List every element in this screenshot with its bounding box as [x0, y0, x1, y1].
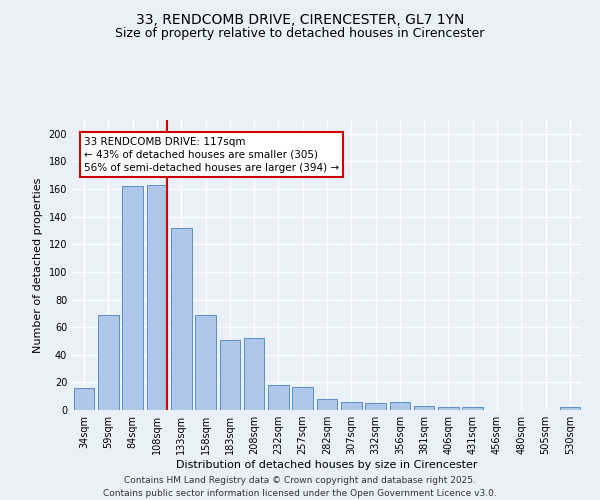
Text: 33 RENDCOMB DRIVE: 117sqm
← 43% of detached houses are smaller (305)
56% of semi: 33 RENDCOMB DRIVE: 117sqm ← 43% of detac… [84, 136, 339, 173]
Text: Size of property relative to detached houses in Cirencester: Size of property relative to detached ho… [115, 28, 485, 40]
Bar [365, 403, 386, 410]
Bar [341, 402, 362, 410]
Text: 33, RENDCOMB DRIVE, CIRENCESTER, GL7 1YN: 33, RENDCOMB DRIVE, CIRENCESTER, GL7 1YN [136, 12, 464, 26]
Bar [438, 407, 459, 410]
Bar [171, 228, 191, 410]
Bar [560, 407, 580, 410]
Text: Contains HM Land Registry data © Crown copyright and database right 2025.
Contai: Contains HM Land Registry data © Crown c… [103, 476, 497, 498]
Bar [268, 385, 289, 410]
Bar [317, 399, 337, 410]
Y-axis label: Number of detached properties: Number of detached properties [33, 178, 43, 352]
Bar [463, 407, 483, 410]
Bar [414, 406, 434, 410]
Bar [244, 338, 265, 410]
Bar [195, 314, 216, 410]
X-axis label: Distribution of detached houses by size in Cirencester: Distribution of detached houses by size … [176, 460, 478, 470]
Bar [292, 386, 313, 410]
Bar [220, 340, 240, 410]
Bar [98, 314, 119, 410]
Bar [74, 388, 94, 410]
Bar [122, 186, 143, 410]
Bar [389, 402, 410, 410]
Bar [146, 185, 167, 410]
